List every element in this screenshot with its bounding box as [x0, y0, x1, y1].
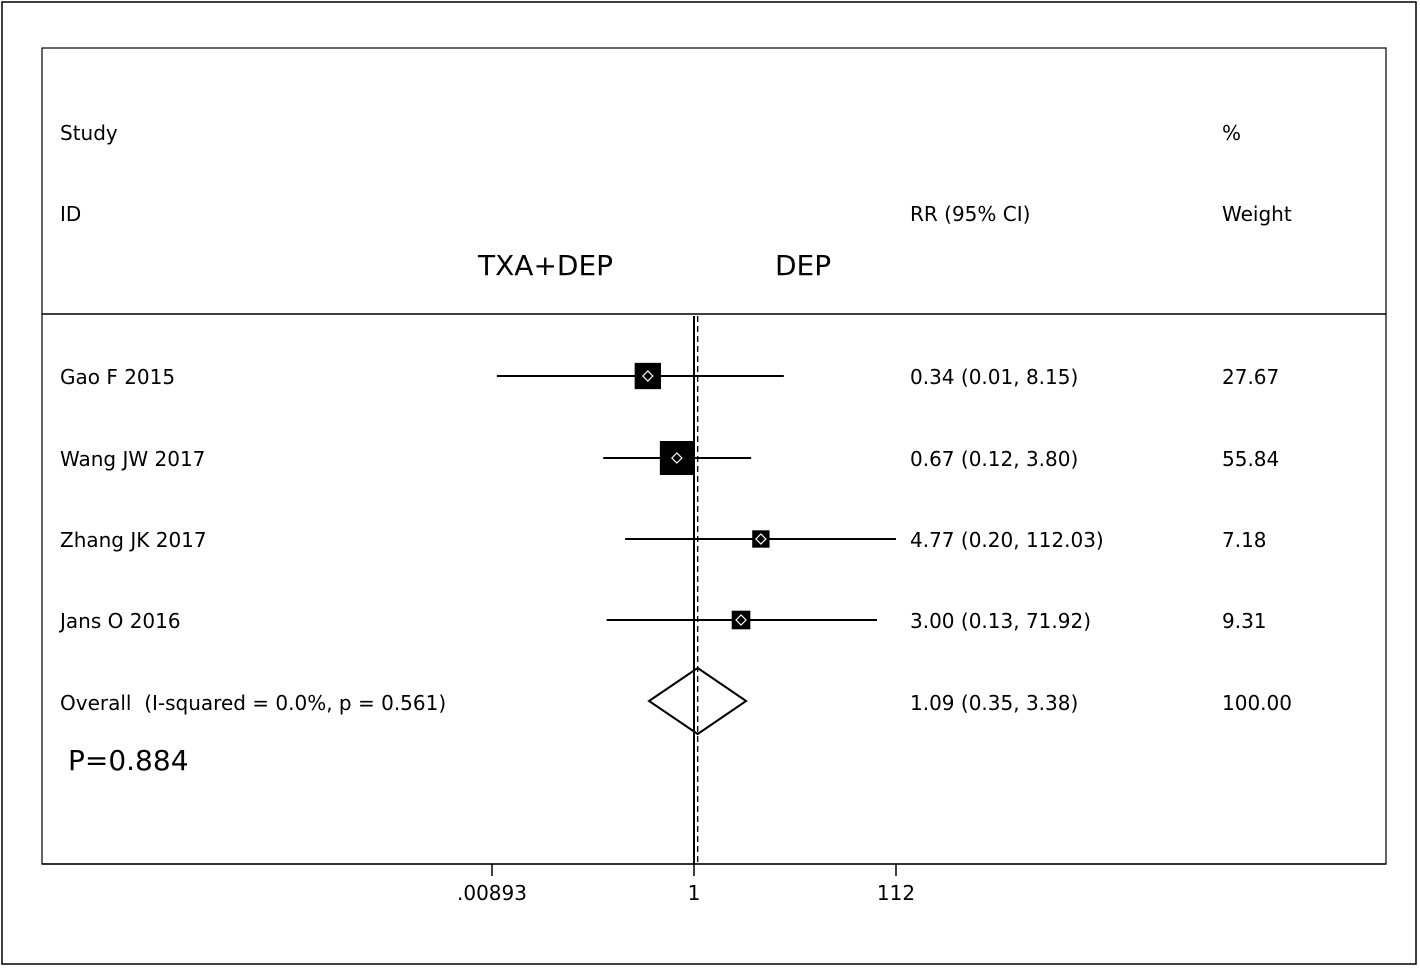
- x-tick-label-0: .00893: [457, 881, 527, 905]
- plot-region: [41, 47, 1387, 865]
- study-ci-text: 0.67 (0.12, 3.80): [910, 447, 1078, 471]
- header-weight: Weight: [1222, 202, 1292, 226]
- header-id: ID: [60, 202, 81, 226]
- point-estimate-2: [755, 533, 767, 545]
- study-ci-text: 4.77 (0.20, 112.03): [910, 528, 1104, 552]
- favours-right-label: DEP: [775, 249, 831, 282]
- overall-label: Overall (I-squared = 0.0%, p = 0.561): [60, 691, 446, 715]
- study-weight-text: 55.84: [1222, 447, 1279, 471]
- study-ci-text: 0.34 (0.01, 8.15): [910, 365, 1078, 389]
- study-label: Wang JW 2017: [60, 447, 205, 471]
- study-label: Jans O 2016: [58, 609, 181, 633]
- study-row-2: Zhang JK 2017 4.77 (0.20, 112.03) 7.18: [60, 528, 1267, 552]
- study-weight-text: 7.18: [1222, 528, 1267, 552]
- study-weight-text: 27.67: [1222, 365, 1279, 389]
- chart-marks: .00893 1 112: [457, 316, 915, 905]
- p-value-label: P=0.884: [68, 744, 189, 777]
- overall-weight-text: 100.00: [1222, 691, 1292, 715]
- x-tick-label-2: 112: [877, 881, 915, 905]
- header-effect-label: RR (95% CI): [910, 202, 1030, 226]
- overall-ci-text: 1.09 (0.35, 3.38): [910, 691, 1078, 715]
- study-label: Zhang JK 2017: [60, 528, 207, 552]
- point-estimate-3: [735, 614, 747, 626]
- study-ci-text: 3.00 (0.13, 71.92): [910, 609, 1091, 633]
- x-tick-label-1: 1: [688, 881, 701, 905]
- header-weight-percent: %: [1222, 121, 1241, 145]
- study-row-3: Jans O 2016 3.00 (0.13, 71.92) 9.31: [58, 609, 1267, 633]
- overall-diamond: [647, 666, 748, 736]
- point-estimate-0: [641, 370, 654, 382]
- header-study: Study: [60, 121, 118, 145]
- point-estimate-1: [671, 452, 683, 464]
- study-label: Gao F 2015: [60, 365, 175, 389]
- favours-left-label: TXA+DEP: [477, 249, 613, 282]
- study-row-1: Wang JW 2017 0.67 (0.12, 3.80) 55.84: [60, 447, 1279, 471]
- study-row-0: Gao F 2015 0.34 (0.01, 8.15) 27.67: [60, 365, 1279, 389]
- study-weight-text: 9.31: [1222, 609, 1267, 633]
